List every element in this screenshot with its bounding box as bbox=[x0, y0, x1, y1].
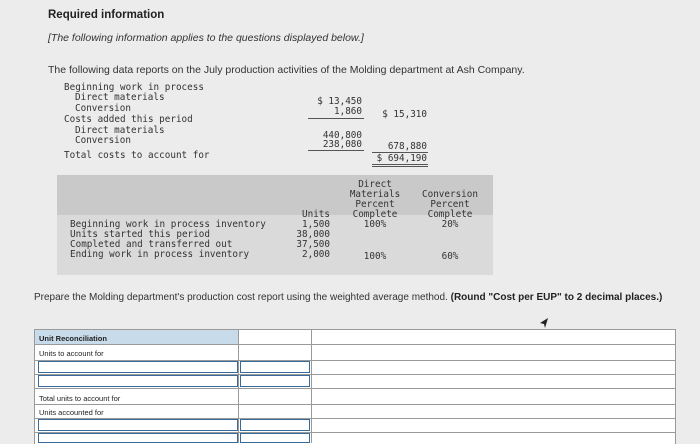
total-value: $ 694,190 bbox=[376, 153, 427, 164]
row-units: 2,000 bbox=[302, 249, 330, 260]
units-label-input-1[interactable] bbox=[38, 361, 238, 373]
row-units: 1,500 bbox=[302, 219, 330, 230]
units-accounted-label: Units accounted for bbox=[39, 408, 104, 417]
row-dm: 100% bbox=[363, 219, 387, 230]
units-value-input-2[interactable] bbox=[240, 375, 310, 387]
added-total: 678,880 bbox=[387, 141, 427, 152]
double-underline bbox=[372, 164, 428, 165]
added-dm-label: Direct materials bbox=[75, 125, 165, 136]
units-to-account-label: Units to account for bbox=[39, 349, 104, 358]
conv-header: Conversion bbox=[422, 189, 478, 200]
units-header: Units bbox=[302, 209, 330, 220]
dm-header: Direct bbox=[358, 179, 392, 190]
total-units-to-account-label: Total units to account for bbox=[39, 394, 121, 403]
section-title: Required information bbox=[48, 9, 165, 21]
row-divider bbox=[34, 432, 675, 433]
units-table-header bbox=[57, 175, 493, 215]
units-accounted-label-input-2[interactable] bbox=[38, 433, 238, 443]
dm-header: Percent bbox=[355, 199, 395, 210]
row-units: 38,000 bbox=[296, 229, 330, 240]
row-label: Beginning work in process inventory bbox=[70, 219, 266, 230]
row-label: Units started this period bbox=[70, 229, 210, 240]
row-conv: 60% bbox=[441, 251, 459, 262]
bwip-conv-value: 1,860 bbox=[334, 106, 362, 117]
added-dm-value: 440,800 bbox=[322, 130, 362, 141]
bwip-dm-label: Direct materials bbox=[75, 92, 165, 103]
row-units: 37,500 bbox=[296, 239, 330, 250]
added-conv-label: Conversion bbox=[75, 135, 131, 146]
row-divider bbox=[34, 418, 675, 419]
row-divider bbox=[34, 404, 675, 405]
underline bbox=[308, 118, 364, 119]
answer-col-label bbox=[34, 329, 239, 443]
row-label: Completed and transferred out bbox=[70, 239, 233, 250]
conv-header: Complete bbox=[427, 209, 473, 220]
underline bbox=[372, 152, 428, 153]
instruction-text: Prepare the Molding department's product… bbox=[34, 292, 674, 304]
row-dm: 100% bbox=[363, 251, 387, 262]
row-label: Ending work in process inventory bbox=[70, 249, 250, 260]
total-label: Total costs to account for bbox=[64, 150, 210, 161]
intro-text: The following data reports on the July p… bbox=[48, 64, 525, 76]
units-value-input-1[interactable] bbox=[240, 361, 310, 373]
instruction-main: Prepare the Molding department's product… bbox=[34, 292, 448, 303]
info-note: [The following information applies to th… bbox=[48, 32, 364, 44]
underline bbox=[308, 150, 364, 151]
units-accounted-value-input-1[interactable] bbox=[240, 419, 310, 431]
row-divider bbox=[34, 374, 675, 375]
mouse-cursor-icon bbox=[540, 318, 548, 328]
unit-reconciliation-header bbox=[35, 330, 238, 344]
dm-header: Complete bbox=[352, 209, 398, 220]
units-label-input-2[interactable] bbox=[38, 375, 238, 387]
double-underline bbox=[372, 166, 428, 167]
unit-reconciliation-title: Unit Reconciliation bbox=[39, 334, 107, 343]
bwip-dm-value: $ 13,450 bbox=[317, 96, 362, 107]
row-divider bbox=[34, 344, 675, 345]
bwip-label: Beginning work in process bbox=[64, 82, 204, 93]
dm-header: Materials bbox=[349, 189, 401, 200]
bwip-total: $ 15,310 bbox=[382, 109, 427, 120]
row-divider bbox=[34, 360, 675, 361]
units-accounted-label-input-1[interactable] bbox=[38, 419, 238, 431]
bwip-conv-label: Conversion bbox=[75, 103, 131, 114]
row-conv: 20% bbox=[441, 219, 459, 230]
added-conv-value: 238,080 bbox=[322, 139, 362, 150]
instruction-rounding: (Round "Cost per EUP" to 2 decimal place… bbox=[450, 292, 663, 303]
conv-header: Percent bbox=[430, 199, 470, 210]
added-label: Costs added this period bbox=[64, 114, 193, 125]
row-divider bbox=[34, 388, 675, 389]
units-accounted-value-input-2[interactable] bbox=[240, 433, 310, 443]
answer-col-input bbox=[239, 329, 312, 443]
